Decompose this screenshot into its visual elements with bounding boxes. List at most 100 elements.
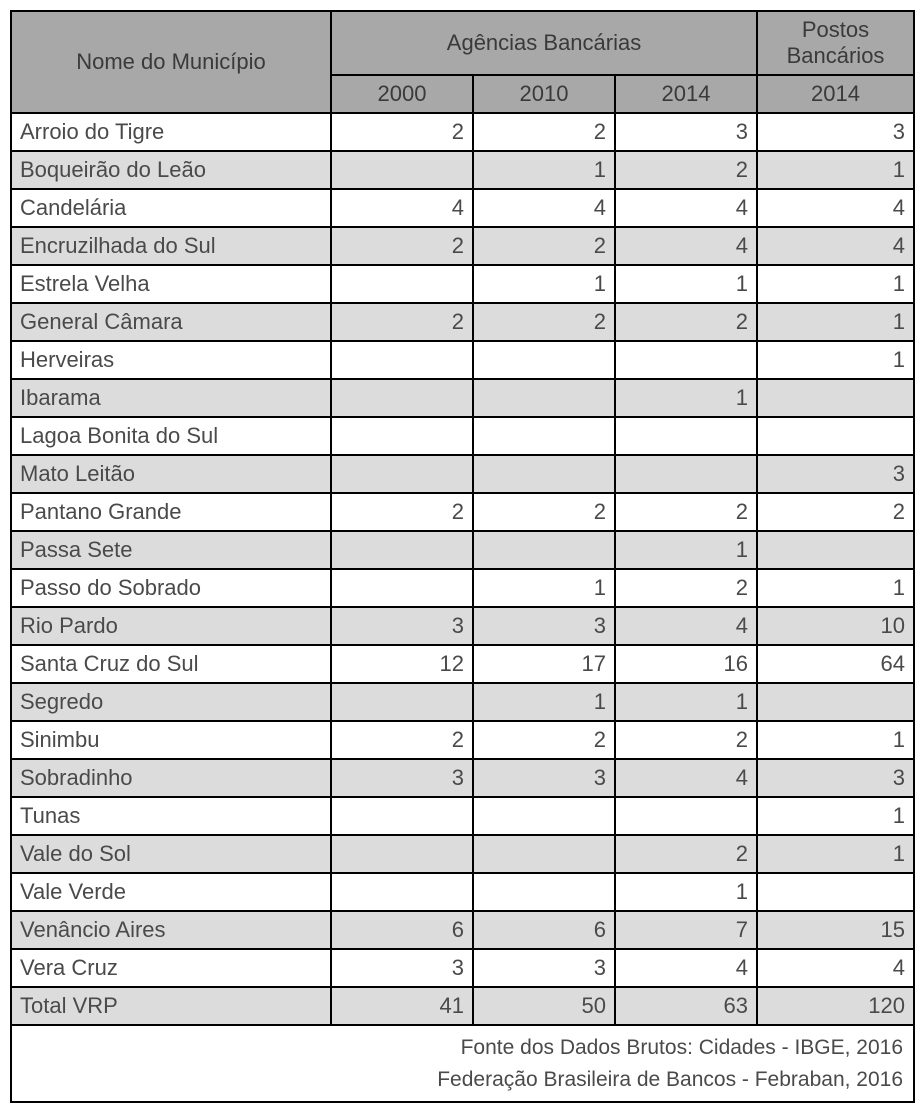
cell-p2014: 3	[757, 113, 914, 151]
table-row: Pantano Grande2222	[11, 493, 914, 531]
table-row: Herveiras1	[11, 341, 914, 379]
cell-y2014: 2	[615, 303, 757, 341]
cell-y2010	[473, 835, 615, 873]
cell-y2014: 7	[615, 911, 757, 949]
cell-y2000: 2	[331, 721, 473, 759]
cell-y2010: 1	[473, 151, 615, 189]
cell-y2014	[615, 341, 757, 379]
cell-name: Segredo	[11, 683, 331, 721]
header-year-2010: 2010	[473, 75, 615, 113]
table-row: Vera Cruz3344	[11, 949, 914, 987]
cell-y2014	[615, 417, 757, 455]
cell-p2014	[757, 379, 914, 417]
cell-p2014: 2	[757, 493, 914, 531]
cell-p2014: 3	[757, 759, 914, 797]
cell-y2000: 12	[331, 645, 473, 683]
cell-y2010	[473, 417, 615, 455]
cell-p2014: 10	[757, 607, 914, 645]
cell-y2000: 41	[331, 987, 473, 1025]
table-row: Total VRP415063120	[11, 987, 914, 1025]
table-row: Segredo11	[11, 683, 914, 721]
cell-y2000	[331, 683, 473, 721]
cell-p2014: 4	[757, 189, 914, 227]
cell-y2010: 4	[473, 189, 615, 227]
cell-y2014	[615, 455, 757, 493]
cell-y2010	[473, 873, 615, 911]
table-row: Lagoa Bonita do Sul	[11, 417, 914, 455]
cell-y2014: 4	[615, 759, 757, 797]
cell-y2010: 2	[473, 493, 615, 531]
cell-y2000	[331, 341, 473, 379]
table-header: Nome do Município Agências Bancárias Pos…	[11, 11, 914, 113]
cell-y2010	[473, 341, 615, 379]
cell-p2014: 1	[757, 265, 914, 303]
cell-y2000: 2	[331, 113, 473, 151]
cell-y2014: 4	[615, 227, 757, 265]
cell-p2014: 1	[757, 151, 914, 189]
cell-name: Rio Pardo	[11, 607, 331, 645]
cell-name: Santa Cruz do Sul	[11, 645, 331, 683]
cell-y2000: 2	[331, 227, 473, 265]
cell-name: Passo do Sobrado	[11, 569, 331, 607]
cell-p2014	[757, 531, 914, 569]
table-row: Encruzilhada do Sul2244	[11, 227, 914, 265]
cell-y2010	[473, 797, 615, 835]
cell-y2000	[331, 569, 473, 607]
cell-y2010: 17	[473, 645, 615, 683]
cell-y2000	[331, 265, 473, 303]
cell-y2000	[331, 379, 473, 417]
footer-line-2: Federação Brasileira de Bancos - Febraba…	[437, 1068, 903, 1091]
cell-p2014: 15	[757, 911, 914, 949]
cell-p2014: 64	[757, 645, 914, 683]
cell-p2014: 4	[757, 949, 914, 987]
cell-y2000: 3	[331, 759, 473, 797]
cell-y2014: 2	[615, 721, 757, 759]
table-row: Venâncio Aires66715	[11, 911, 914, 949]
header-agencias-group: Agências Bancárias	[331, 11, 757, 75]
cell-p2014: 1	[757, 303, 914, 341]
cell-y2010: 2	[473, 227, 615, 265]
cell-y2010: 6	[473, 911, 615, 949]
cell-y2014: 1	[615, 873, 757, 911]
cell-y2014: 3	[615, 113, 757, 151]
table-row: Rio Pardo33410	[11, 607, 914, 645]
cell-y2000	[331, 531, 473, 569]
cell-y2010: 2	[473, 303, 615, 341]
cell-y2000	[331, 417, 473, 455]
cell-name: Estrela Velha	[11, 265, 331, 303]
header-postos-group: Postos Bancários	[757, 11, 914, 75]
cell-name: Sobradinho	[11, 759, 331, 797]
cell-y2010: 3	[473, 949, 615, 987]
cell-y2010: 50	[473, 987, 615, 1025]
table-row: Passa Sete1	[11, 531, 914, 569]
cell-y2014: 4	[615, 189, 757, 227]
cell-y2010: 3	[473, 607, 615, 645]
cell-name: Encruzilhada do Sul	[11, 227, 331, 265]
table-row: General Câmara2221	[11, 303, 914, 341]
cell-name: Vera Cruz	[11, 949, 331, 987]
cell-p2014: 4	[757, 227, 914, 265]
cell-p2014: 1	[757, 797, 914, 835]
cell-y2000: 4	[331, 189, 473, 227]
cell-p2014	[757, 683, 914, 721]
table-row: Passo do Sobrado121	[11, 569, 914, 607]
cell-name: Mato Leitão	[11, 455, 331, 493]
cell-name: Passa Sete	[11, 531, 331, 569]
cell-p2014: 1	[757, 835, 914, 873]
cell-y2014: 2	[615, 835, 757, 873]
cell-name: Herveiras	[11, 341, 331, 379]
cell-name: Vale Verde	[11, 873, 331, 911]
table-row: Tunas1	[11, 797, 914, 835]
cell-y2010: 2	[473, 113, 615, 151]
cell-y2000: 6	[331, 911, 473, 949]
cell-y2000	[331, 151, 473, 189]
bank-table: Nome do Município Agências Bancárias Pos…	[10, 10, 915, 1103]
cell-p2014	[757, 873, 914, 911]
header-year-2014: 2014	[615, 75, 757, 113]
cell-y2010	[473, 531, 615, 569]
cell-y2010: 2	[473, 721, 615, 759]
cell-name: Arroio do Tigre	[11, 113, 331, 151]
footer-line-1: Fonte dos Dados Brutos: Cidades - IBGE, …	[461, 1036, 903, 1059]
cell-y2014: 4	[615, 949, 757, 987]
table-row: Sinimbu2221	[11, 721, 914, 759]
